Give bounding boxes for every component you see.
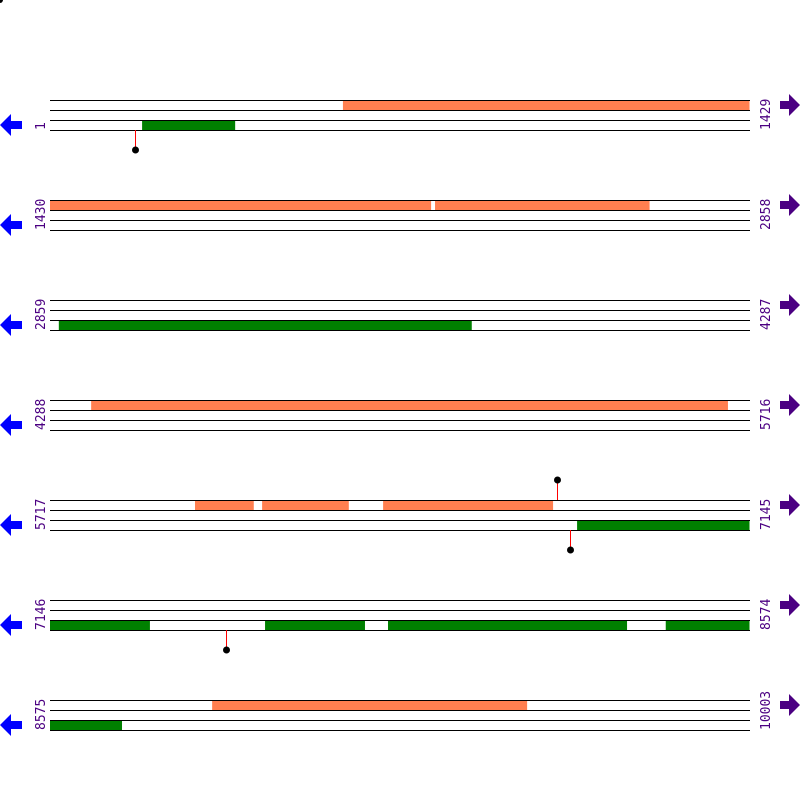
reverse-feature[interactable]: [577, 520, 750, 530]
row-start-label: 1: [34, 122, 49, 130]
map-row: 7146 8574: [0, 594, 800, 654]
forward-feature[interactable]: [212, 700, 528, 710]
row-start-label: 8575: [34, 699, 49, 730]
row-end-label: 1429: [759, 99, 774, 130]
arrow-left-icon[interactable]: [0, 714, 22, 736]
arrow-left-icon[interactable]: [0, 514, 22, 536]
corner-dot: [0, 0, 3, 3]
reverse-feature[interactable]: [387, 620, 628, 630]
map-row: 4288 5716: [0, 394, 800, 436]
reverse-feature[interactable]: [58, 320, 472, 330]
reverse-feature[interactable]: [265, 620, 365, 630]
site-marker[interactable]: [554, 476, 561, 501]
forward-feature[interactable]: [435, 200, 650, 210]
forward-feature[interactable]: [383, 500, 554, 510]
row-end-label: 4287: [759, 299, 774, 330]
row-end-label: 2858: [759, 199, 774, 230]
arrow-right-icon[interactable]: [780, 494, 800, 516]
arrow-right-icon[interactable]: [780, 94, 800, 116]
row-end-label: 7145: [759, 499, 774, 530]
forward-feature[interactable]: [50, 200, 432, 210]
reverse-feature[interactable]: [50, 620, 150, 630]
reverse-feature[interactable]: [50, 720, 123, 730]
arrow-right-icon[interactable]: [780, 594, 800, 616]
arrow-right-icon[interactable]: [780, 194, 800, 216]
marker-dot: [567, 546, 574, 554]
marker-dot: [223, 646, 230, 654]
row-start-label: 7146: [34, 599, 49, 630]
site-marker[interactable]: [223, 630, 230, 654]
arrow-right-icon[interactable]: [780, 294, 800, 316]
arrow-left-icon[interactable]: [0, 414, 22, 436]
forward-feature[interactable]: [194, 500, 254, 510]
row-end-label: 8574: [759, 599, 774, 630]
forward-feature[interactable]: [262, 500, 349, 510]
row-start-label: 5717: [34, 499, 49, 530]
arrow-left-icon[interactable]: [0, 114, 22, 136]
arrow-left-icon[interactable]: [0, 214, 22, 236]
row-end-label: 10003: [759, 691, 774, 730]
arrow-right-icon[interactable]: [780, 694, 800, 716]
map-row: 5717 7145: [0, 476, 800, 554]
reverse-feature[interactable]: [142, 120, 236, 130]
map-row: 8575 10003: [0, 691, 800, 736]
row-end-label: 5716: [759, 399, 774, 430]
marker-dot: [132, 146, 139, 154]
site-marker[interactable]: [132, 130, 139, 154]
row-start-label: 4288: [34, 399, 49, 430]
marker-dot: [554, 476, 561, 484]
row-start-label: 2859: [34, 299, 49, 330]
map-row: 1 1429: [0, 94, 800, 154]
site-marker[interactable]: [567, 530, 574, 554]
row-start-label: 1430: [34, 199, 49, 230]
arrow-right-icon[interactable]: [780, 394, 800, 416]
arrow-left-icon[interactable]: [0, 614, 22, 636]
map-row: 2859 4287: [0, 294, 800, 336]
forward-feature[interactable]: [91, 400, 728, 410]
forward-feature[interactable]: [342, 100, 750, 110]
arrow-left-icon[interactable]: [0, 314, 22, 336]
reverse-feature[interactable]: [665, 620, 750, 630]
map-row: 1430 2858: [0, 194, 800, 236]
